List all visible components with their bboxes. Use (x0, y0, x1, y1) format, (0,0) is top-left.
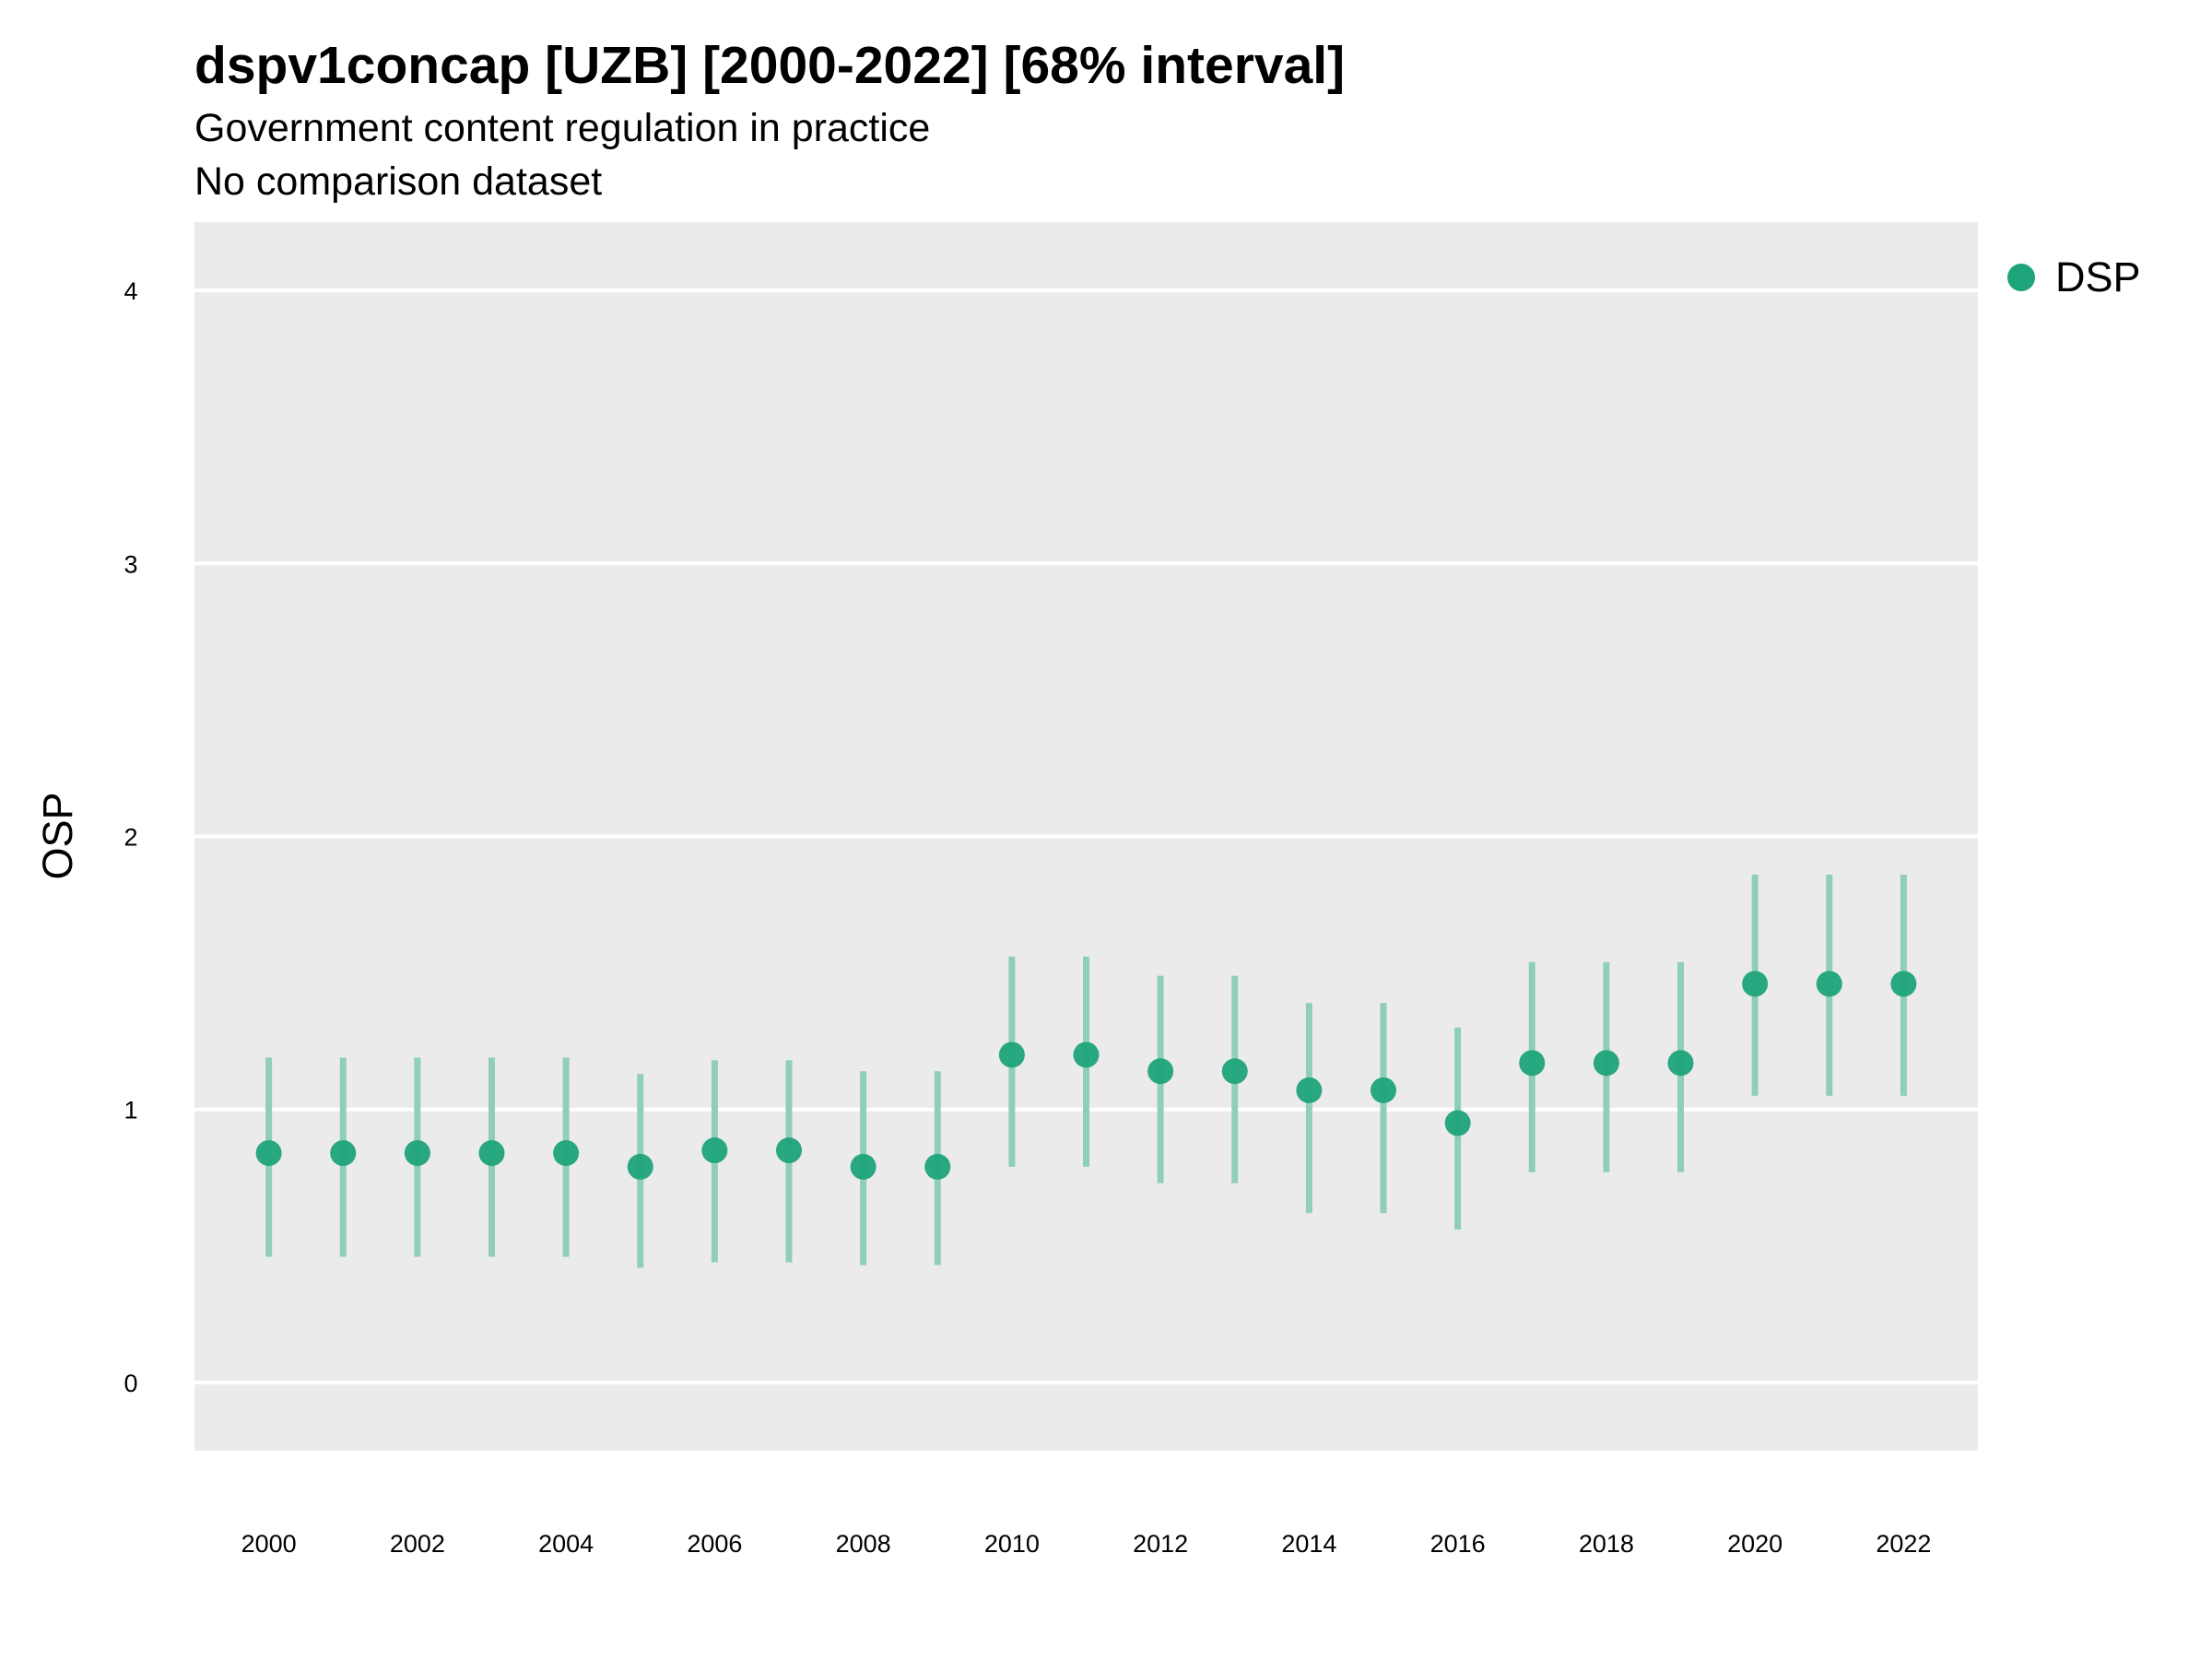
data-point-2002 (404, 1140, 430, 1167)
chart-title: dspv1concap [UZB] [2000-2022] [68% inter… (194, 36, 1346, 95)
legend-label-dsp: DSP (2055, 253, 2141, 300)
data-point-2006 (701, 1137, 728, 1164)
x-tick-label-2014: 2014 (1281, 1530, 1336, 1558)
data-points (255, 971, 1917, 1180)
data-point-2004 (553, 1140, 580, 1167)
x-tick-label-2002: 2002 (390, 1530, 445, 1558)
x-tick-label-2010: 2010 (984, 1530, 1040, 1558)
data-point-2016 (1444, 1110, 1471, 1136)
y-tick-label-4: 4 (124, 277, 137, 305)
x-tick-label-2018: 2018 (1579, 1530, 1634, 1558)
x-tick-label-2020: 2020 (1727, 1530, 1783, 1558)
data-point-2022 (1890, 971, 1917, 997)
x-tick-label-2022: 2022 (1876, 1530, 1931, 1558)
data-point-2013 (1221, 1058, 1248, 1085)
y-axis-ticks: 0 1 2 3 4 (124, 277, 137, 1397)
data-point-2018 (1593, 1050, 1619, 1077)
data-point-2001 (330, 1140, 357, 1167)
x-tick-label-2004: 2004 (538, 1530, 594, 1558)
x-axis-ticks: 2000 2002 2004 2006 2008 2010 2012 2014 2016 2018… (241, 1530, 1932, 1558)
chart-subtitle: Government content regulation in practic… (194, 106, 931, 150)
data-point-2003 (478, 1140, 505, 1167)
data-point-2005 (627, 1153, 653, 1180)
x-tick-label-2006: 2006 (687, 1530, 742, 1558)
data-point-2020 (1742, 971, 1769, 997)
legend: DSP (2007, 253, 2141, 301)
data-point-2014 (1296, 1077, 1323, 1103)
data-point-2017 (1519, 1050, 1546, 1077)
y-tick-label-2: 2 (124, 824, 137, 852)
data-point-2011 (1073, 1041, 1100, 1068)
data-point-2007 (776, 1137, 802, 1164)
data-point-2009 (924, 1153, 951, 1180)
data-point-2019 (1667, 1050, 1694, 1077)
chart-caption: No comparison dataset (194, 159, 603, 204)
y-axis-label: OSP (34, 792, 81, 879)
data-point-2000 (255, 1140, 282, 1167)
x-tick-label-2000: 2000 (241, 1530, 297, 1558)
y-tick-label-1: 1 (124, 1097, 137, 1124)
x-tick-label-2008: 2008 (836, 1530, 891, 1558)
y-tick-label-0: 0 (124, 1370, 137, 1397)
data-point-2015 (1371, 1077, 1396, 1103)
legend-key-dsp (2007, 264, 2035, 291)
y-tick-label-3: 3 (124, 550, 137, 578)
data-point-2008 (850, 1153, 877, 1180)
data-point-2021 (1816, 971, 1842, 997)
x-tick-label-2012: 2012 (1133, 1530, 1188, 1558)
x-tick-label-2016: 2016 (1430, 1530, 1486, 1558)
data-point-2012 (1147, 1058, 1174, 1085)
data-point-2010 (998, 1041, 1025, 1068)
